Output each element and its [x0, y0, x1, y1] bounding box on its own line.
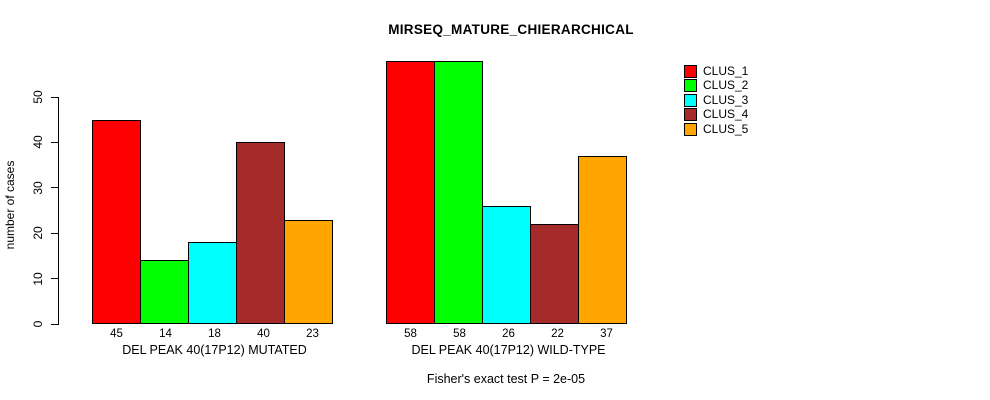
bar-clus_4	[530, 224, 579, 324]
legend-item-clus_5: CLUS_5	[684, 122, 748, 137]
bar-clus_4	[236, 142, 285, 324]
group-label-wildtype: DEL PEAK 40(17P12) WILD-TYPE	[411, 343, 606, 357]
y-axis-tick	[51, 323, 58, 325]
legend-item-clus_1: CLUS_1	[684, 64, 748, 79]
legend-label: CLUS_4	[703, 107, 749, 122]
bar-clus_3	[482, 206, 531, 324]
y-axis-tick	[51, 232, 58, 234]
bars-wildtype	[386, 61, 627, 324]
bar-value-label: 14	[159, 328, 172, 340]
bar-value-labels-wildtype: 58 58 26 22 37	[386, 328, 631, 340]
y-axis-tick	[51, 278, 58, 280]
legend-swatch-icon	[684, 64, 697, 78]
bar-group-wildtype: 58 58 26 22 37 DEL PEAK 40(17P12) WILD-TYPE	[386, 0, 631, 400]
legend-swatch-icon	[684, 122, 697, 136]
bars-mutated	[92, 120, 333, 324]
bar-clus_2	[434, 61, 483, 324]
legend-label: CLUS_1	[703, 63, 749, 78]
chart-title: MIRSEQ_MATURE_CHIERARCHICAL	[388, 22, 634, 37]
bar-value-labels-mutated: 45 14 18 40 23	[92, 328, 337, 340]
legend-label: CLUS_5	[703, 121, 749, 136]
bar-clus_5	[578, 156, 627, 324]
bar-value-label: 58	[453, 328, 466, 340]
bar-value-label: 37	[600, 328, 613, 340]
legend-item-clus_3: CLUS_3	[684, 93, 748, 108]
bar-value-label: 40	[257, 328, 270, 340]
y-axis-label: number of cases	[3, 160, 17, 250]
y-axis-tick-label: 50	[31, 90, 45, 104]
bar-value-label: 18	[208, 328, 221, 340]
y-axis-tick-label: 30	[31, 181, 45, 195]
legend-item-clus_4: CLUS_4	[684, 108, 748, 123]
bar-clus_3	[188, 242, 237, 324]
bar-group-mutated: 45 14 18 40 23 DEL PEAK 40(17P12) MUTATED	[92, 0, 337, 400]
group-label-mutated: DEL PEAK 40(17P12) MUTATED	[122, 343, 307, 357]
y-axis-tick-label: 0	[31, 320, 45, 328]
legend-item-clus_2: CLUS_2	[684, 79, 748, 94]
legend-label: CLUS_3	[703, 92, 749, 107]
bar-clus_2	[140, 260, 189, 324]
legend-swatch-icon	[684, 108, 697, 122]
legend-swatch-icon	[684, 93, 697, 107]
bar-clus_1	[386, 61, 435, 324]
bar-value-label: 45	[110, 328, 123, 340]
bar-clus_1	[92, 120, 141, 324]
legend-swatch-icon	[684, 79, 697, 93]
bar-clus_5	[284, 220, 333, 324]
y-axis-tick	[51, 187, 58, 189]
bar-value-label: 22	[551, 328, 564, 340]
fisher-test-annotation: Fisher's exact test P = 2e-05	[426, 372, 586, 386]
legend-label: CLUS_2	[703, 78, 749, 93]
y-axis-tick	[51, 96, 58, 98]
bar-value-label: 58	[404, 328, 417, 340]
y-axis-tick-label: 10	[31, 271, 45, 286]
bar-value-label: 23	[306, 328, 319, 340]
y-axis-tick	[51, 141, 58, 143]
y-axis-tick-label: 20	[31, 226, 45, 240]
y-axis-line	[58, 97, 59, 325]
bar-value-label: 26	[502, 328, 515, 340]
y-axis-tick-label: 40	[31, 135, 45, 150]
legend: CLUS_1 CLUS_2 CLUS_3 CLUS_4 CLUS_5	[684, 64, 748, 137]
